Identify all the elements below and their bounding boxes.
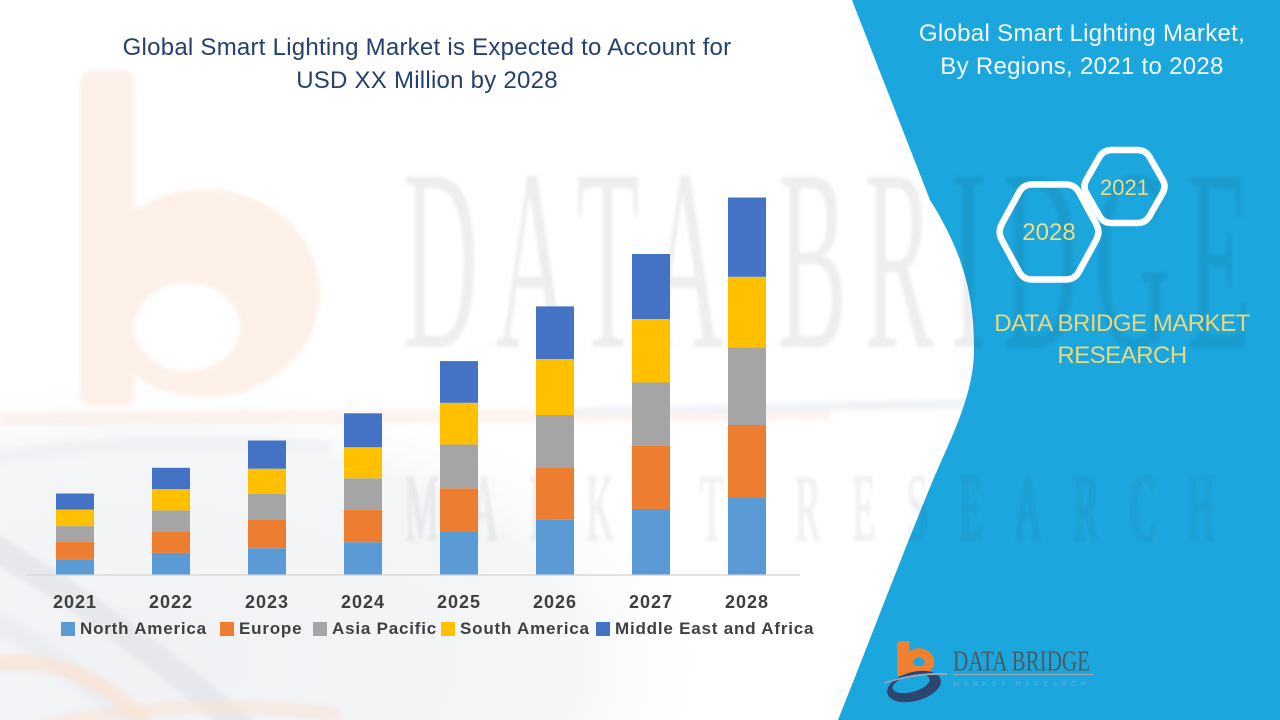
svg-text:DATA BRIDGE: DATA BRIDGE [953, 646, 1090, 678]
svg-text:MARKET RESEARCH: MARKET RESEARCH [954, 681, 1090, 688]
